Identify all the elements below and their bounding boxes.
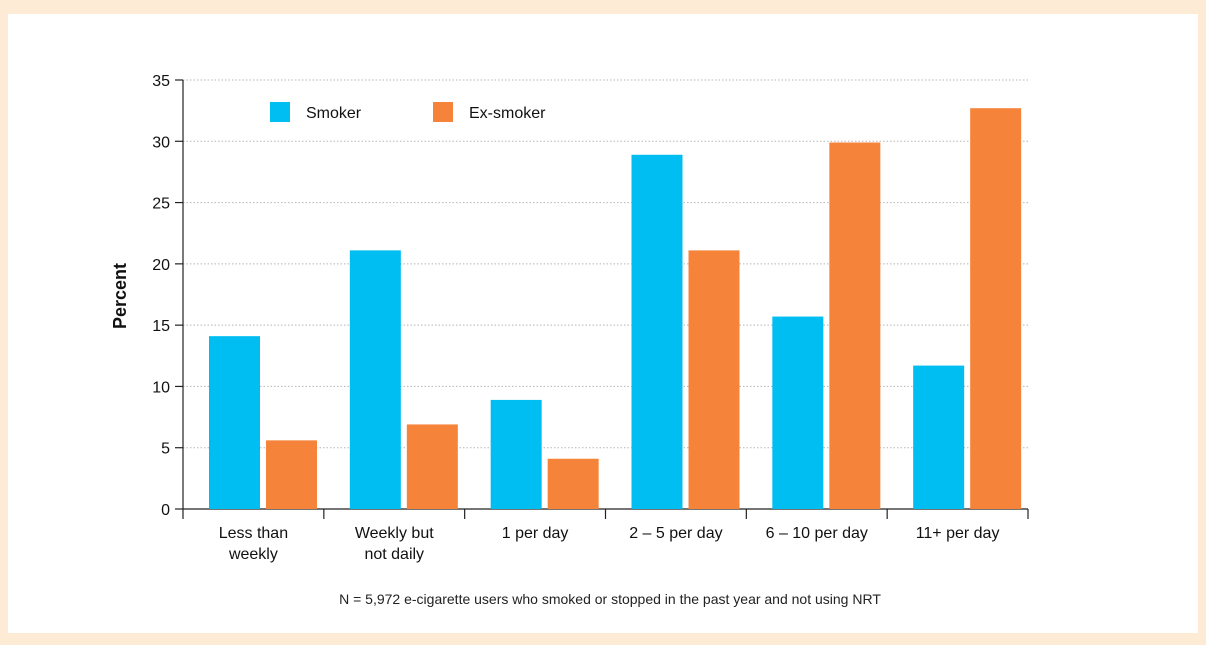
bar-smoker — [913, 365, 965, 509]
x-tick-label: 6 – 10 per day — [766, 525, 868, 542]
y-tick-label: 15 — [152, 318, 170, 335]
bars — [209, 108, 1022, 510]
x-tick-label: 2 – 5 per day — [629, 525, 722, 542]
y-tick-label: 0 — [161, 502, 170, 519]
x-tick-label: weekly — [228, 546, 278, 563]
x-tick-label: not daily — [364, 546, 424, 563]
bar-smoker — [772, 316, 824, 509]
y-tick-label: 35 — [152, 73, 170, 90]
bar-ex-smoker — [970, 108, 1022, 509]
y-tick-label: 10 — [152, 379, 170, 396]
bar-ex-smoker — [829, 142, 881, 510]
bar-ex-smoker — [406, 424, 458, 509]
x-tick-label: 11+ per day — [916, 525, 1000, 542]
y-tick-label: 25 — [152, 196, 170, 213]
legend-swatch-ex-smoker — [433, 102, 453, 122]
bar-ex-smoker — [688, 250, 740, 510]
bar-smoker — [490, 399, 542, 509]
x-tick-label: 1 per day — [502, 525, 569, 542]
x-tick-label: Weekly but — [355, 525, 434, 542]
y-axis: 0 5 10 15 20 25 30 35 — [152, 73, 184, 519]
legend: Smoker Ex-smoker — [270, 102, 546, 122]
y-tick-label: 30 — [152, 134, 170, 151]
legend-label-smoker: Smoker — [306, 105, 362, 122]
y-tick-label: 20 — [152, 257, 170, 274]
bar-ex-smoker — [266, 440, 317, 509]
legend-swatch-smoker — [270, 102, 290, 122]
y-axis-label: Percent — [110, 263, 130, 329]
bar-ex-smoker — [547, 458, 599, 509]
chart-footnote: N = 5,972 e-cigarette users who smoked o… — [339, 591, 881, 607]
x-axis: Less than weekly Weekly but not daily 1 per … — [182, 508, 1029, 563]
y-tick-label: 5 — [161, 441, 170, 458]
bar-smoker — [209, 336, 260, 509]
bar-smoker — [631, 154, 683, 510]
legend-label-ex-smoker: Ex-smoker — [469, 105, 546, 122]
gridlines — [183, 79, 1028, 449]
bar-smoker — [349, 250, 401, 510]
x-tick-label: Less than — [219, 525, 288, 542]
